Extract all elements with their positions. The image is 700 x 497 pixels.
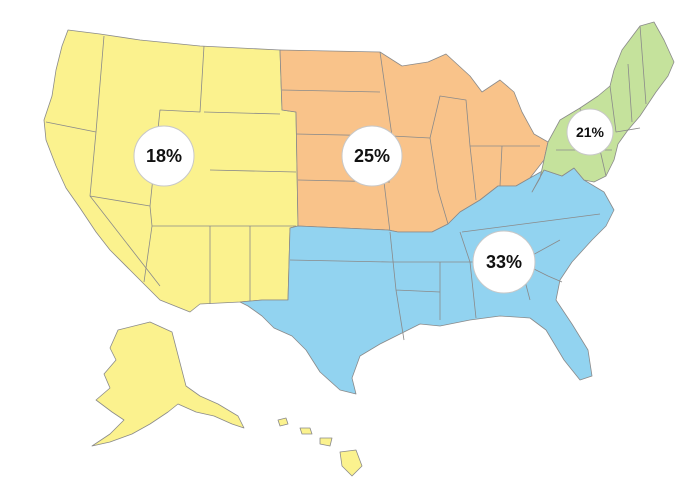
bubble-south-circle [472,230,536,294]
bubble-west-circle [133,125,195,187]
northeast-shape [531,21,675,193]
bubble-midwest: 25% [341,125,403,187]
bubble-northeast-circle [566,108,614,156]
bubble-northeast: 21% [566,108,614,156]
percent-label-northeast: 21% [576,124,605,140]
region-northeast [531,21,675,193]
percent-label-midwest: 25% [354,146,390,166]
hawaii-shape [277,417,363,477]
bubble-west: 18% [133,125,195,187]
bubble-south: 33% [472,230,536,294]
alaska-shape [91,321,245,447]
percent-label-south: 33% [486,252,522,272]
percent-label-west: 18% [146,146,182,166]
bubble-midwest-circle [341,125,403,187]
